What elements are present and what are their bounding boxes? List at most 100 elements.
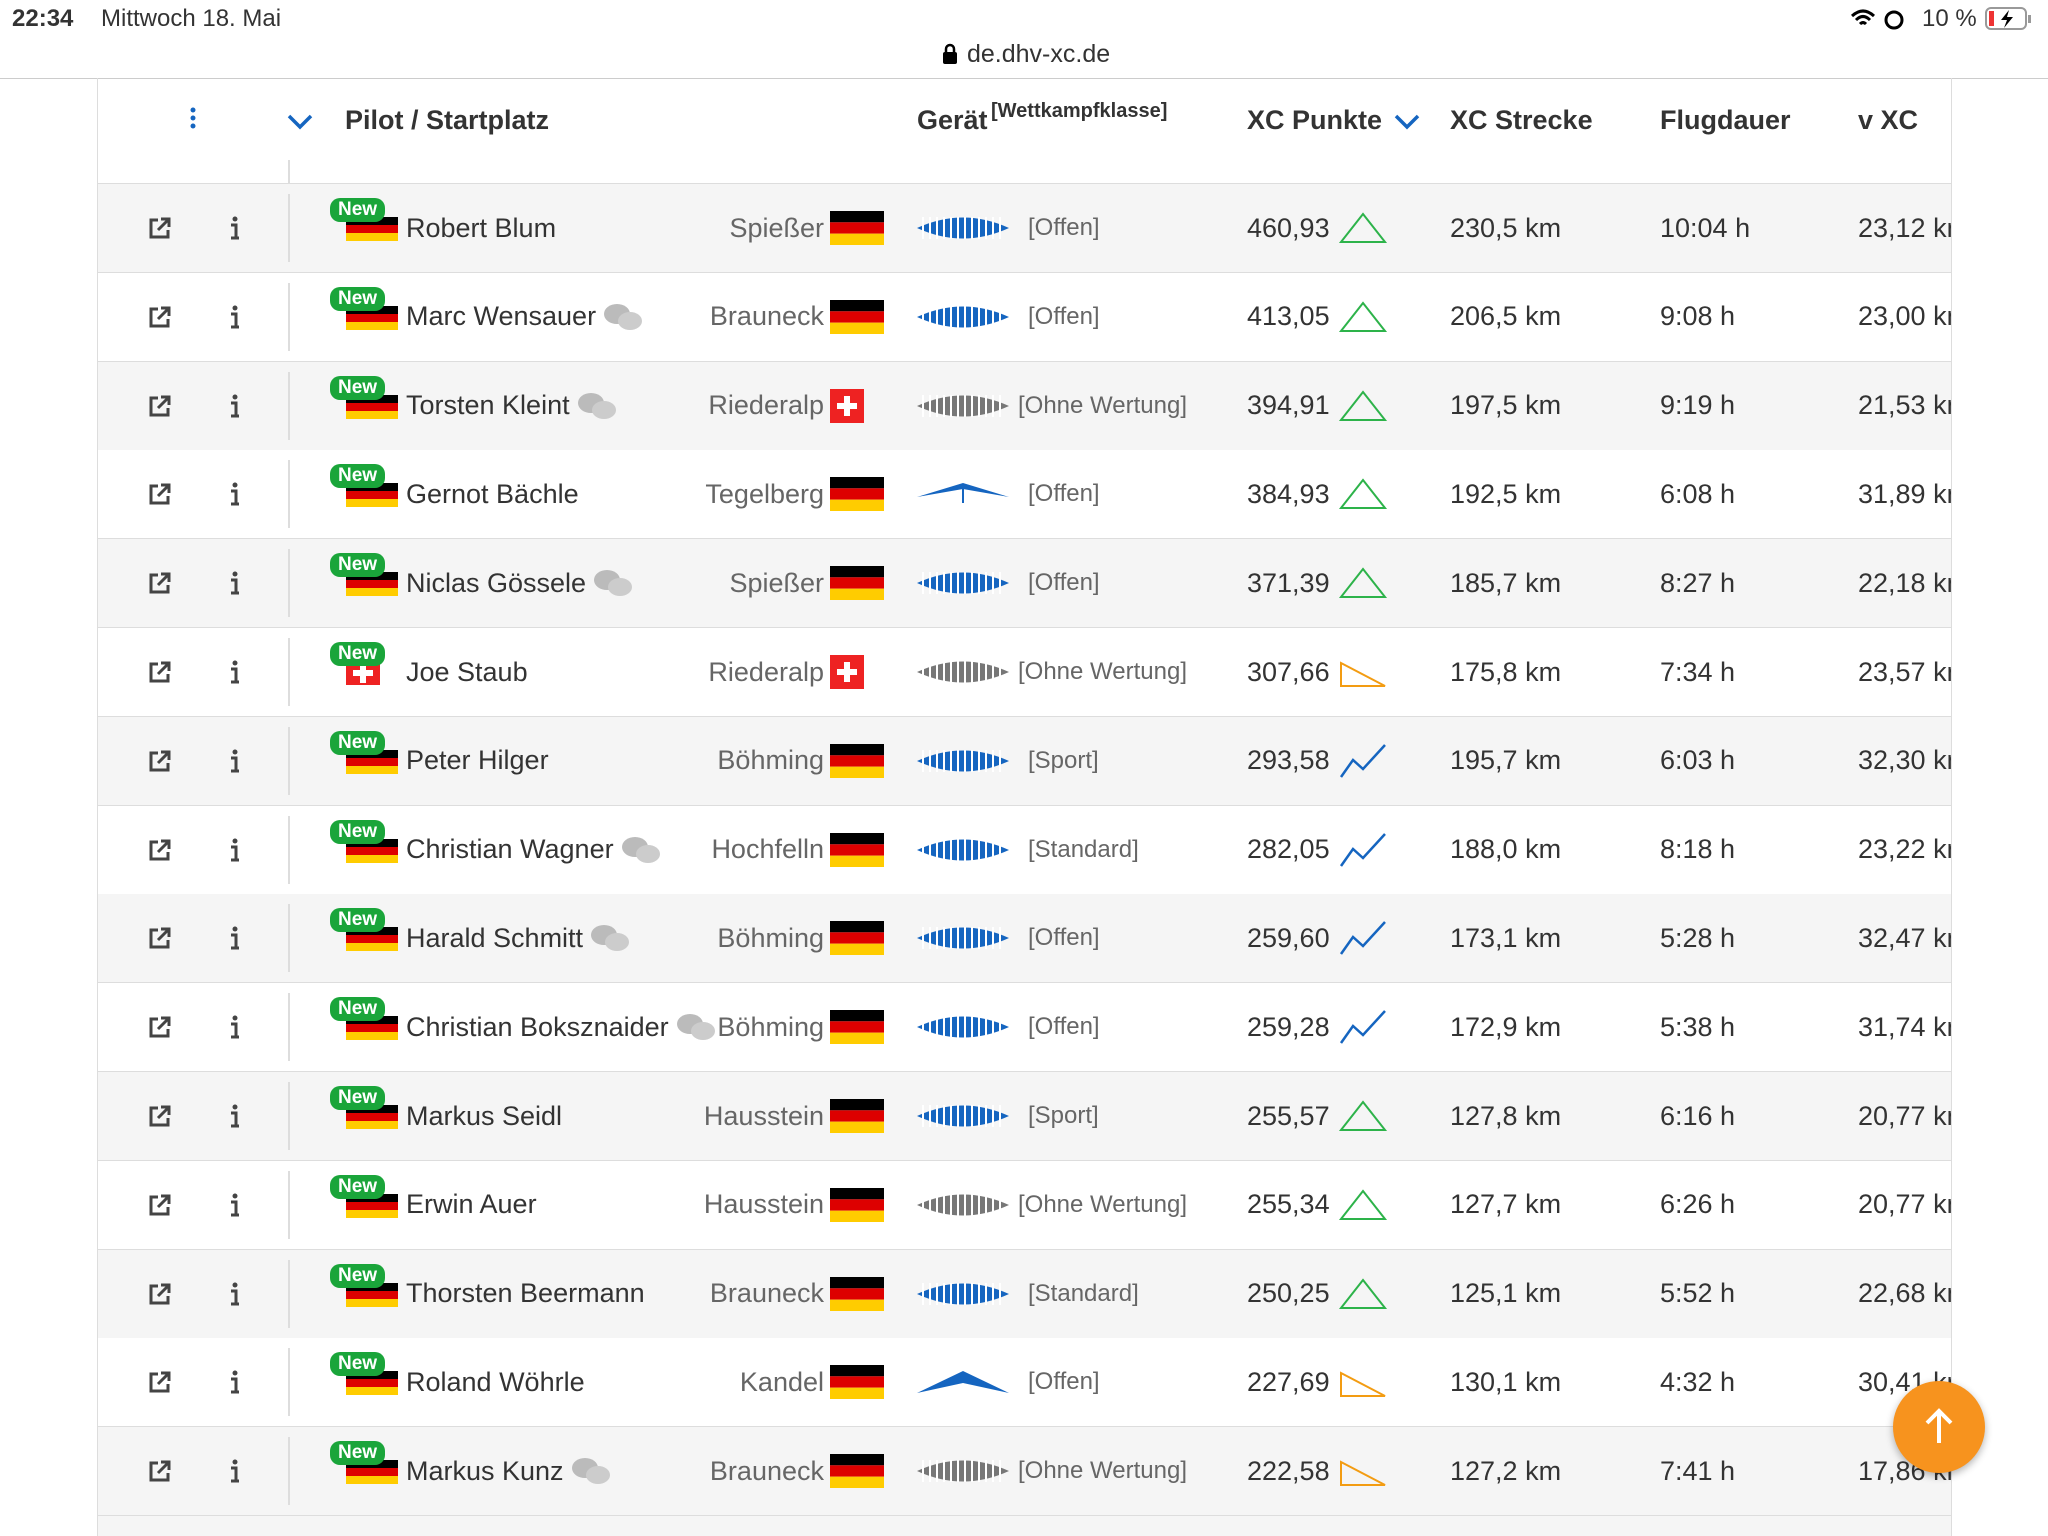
icon-part xyxy=(231,1289,239,1306)
pilot-name[interactable]: Gernot Bächle xyxy=(406,478,579,509)
icon-part xyxy=(1850,9,1876,26)
pilot-name[interactable]: Markus Seidl xyxy=(406,1100,563,1131)
icon-part xyxy=(346,1387,398,1396)
flag xyxy=(830,717,884,805)
table-row[interactable]: New Torsten Kleint Riederalp [Ohne Wertung]… xyxy=(98,361,1951,451)
flag-de xyxy=(830,1187,884,1222)
divider xyxy=(288,1437,290,1506)
start-site: Hochfelln xyxy=(711,834,824,865)
icon-part xyxy=(830,1454,884,1466)
pilot-name[interactable]: Niclas Gössele xyxy=(406,567,587,598)
external-link-icon xyxy=(146,1161,174,1249)
icon-part xyxy=(346,321,398,330)
table-row[interactable]: New Harald Schmitt Böhming [Offen] 259,60 173… xyxy=(98,894,1951,984)
flat-triangle-icon xyxy=(1340,1460,1386,1487)
header-distance[interactable]: XC Strecke xyxy=(1450,105,1593,135)
table-row[interactable]: New Markus Seidl Hausstein [Sport] 255,57 127… xyxy=(98,1072,1951,1161)
divider xyxy=(288,460,290,529)
icon-part xyxy=(1340,661,1386,687)
battery-icon xyxy=(1985,7,2031,30)
pilot-name[interactable]: Christian Boksznaider xyxy=(406,1011,669,1042)
info xyxy=(231,305,239,329)
device-class: [Ohne Wertung] xyxy=(1018,1457,1187,1485)
pilot-name[interactable]: Torsten Kleint xyxy=(406,390,570,421)
new-badge: New xyxy=(330,375,386,400)
pilot-cell: Peter Hilger xyxy=(406,717,549,805)
icon-part xyxy=(346,402,398,411)
pilot-name[interactable]: Joe Staub xyxy=(406,656,528,687)
icon-part xyxy=(232,1015,238,1021)
scroll-top-button[interactable] xyxy=(1893,1381,1985,1473)
icon-part xyxy=(190,123,196,129)
header-speed[interactable]: v XC xyxy=(1858,105,1919,135)
pilot-name[interactable]: Erwin Auer xyxy=(406,1189,537,1220)
icon-part xyxy=(837,669,857,675)
flag xyxy=(830,1338,884,1426)
header-class: [Wettkampfklasse] xyxy=(991,100,1168,122)
table-row[interactable]: New Christian Wagner Hochfelln [Standard] 28… xyxy=(98,805,1951,895)
icon-part xyxy=(232,1104,238,1110)
pilot-cell: Thorsten Beermann xyxy=(406,1250,645,1338)
header-points[interactable]: XC Punkte xyxy=(1247,105,1383,135)
speed: 23,12 km xyxy=(1858,212,1951,243)
icon-part xyxy=(232,394,238,400)
start-site: Kandel xyxy=(739,1366,824,1397)
pilot-name[interactable]: Peter Hilger xyxy=(406,745,549,776)
arrow-up-icon xyxy=(1925,1408,1953,1443)
table-row[interactable]: New Peter Hilger Böhming [Sport] 293,58 195,7… xyxy=(98,716,1951,806)
expand-icon[interactable] xyxy=(286,112,314,132)
icon-part xyxy=(830,1021,884,1033)
pilot-name[interactable]: Christian Wagner xyxy=(406,834,614,865)
header-pilot[interactable]: Pilot / Startplatz xyxy=(345,105,550,135)
external-link xyxy=(149,661,171,683)
points: 255,57 xyxy=(1247,1100,1330,1131)
table-row[interactable]: New Marc Wensauer Brauneck [Offen] 413,05 206… xyxy=(98,272,1951,362)
duration: 6:03 h xyxy=(1660,745,1736,776)
device-class: [Offen] xyxy=(1028,214,1100,241)
table-row[interactable]: New Robert Blum Spießer [Offen] 460,93 230,5 … xyxy=(98,184,1951,273)
icon-part xyxy=(1340,1460,1386,1487)
info xyxy=(231,482,239,506)
icon-part xyxy=(830,1121,884,1133)
table-row[interactable]: New Joe Staub Riederalp [Ohne Wertung] 307,6… xyxy=(98,628,1951,717)
distance: 195,7 km xyxy=(1450,745,1562,776)
icon-part xyxy=(149,839,171,861)
pilot-name[interactable]: Thorsten Beermann xyxy=(406,1278,645,1309)
info-icon xyxy=(228,184,242,272)
start-site: Hausstein xyxy=(703,1189,824,1220)
new-badge: New xyxy=(330,1352,386,1377)
table-row[interactable]: New Niclas Gössele Spießer [Offen] 371,39 185… xyxy=(98,539,1951,629)
glider xyxy=(915,362,1011,450)
divider xyxy=(288,638,290,706)
device-class: [Ohne Wertung] xyxy=(1018,658,1187,685)
distance: 130,1 km xyxy=(1450,1366,1562,1397)
header-duration[interactable]: Flugdauer xyxy=(1660,105,1791,135)
flag-de xyxy=(830,832,884,867)
pilot-name[interactable]: Markus Kunz xyxy=(406,1455,564,1486)
icon-part xyxy=(830,1287,884,1300)
glider xyxy=(915,717,1011,805)
table-row[interactable]: New Erwin Auer Hausstein [Ohne Wertung] 255,… xyxy=(98,1160,1951,1250)
table-row[interactable]: New Markus Kunz Brauneck [Ohne Wertung] 222,… xyxy=(98,1427,1951,1517)
table-row[interactable]: New Roland Wöhrle Kandel [Offen] 227,69 130,1… xyxy=(98,1338,1951,1428)
table-row[interactable]: New Gernot Bächle Tegelberg [Offen] 384,93 19… xyxy=(98,450,1951,540)
icon-part xyxy=(232,571,238,577)
pilot-name[interactable]: Harald Schmitt xyxy=(406,922,584,953)
url[interactable]: de.dhv-xc.de xyxy=(967,40,1111,68)
icon-part xyxy=(830,233,884,245)
pilot-name[interactable]: Roland Wöhrle xyxy=(406,1366,585,1397)
table-row[interactable]: New Christian Boksznaider Böhming [Offen] 25… xyxy=(98,983,1951,1073)
external-link-icon xyxy=(146,1338,174,1426)
menu-icon[interactable] xyxy=(188,106,198,132)
pilot-name[interactable]: Marc Wensauer xyxy=(406,301,597,332)
table-row[interactable]: New Thorsten Beermann Brauneck [Standard] 25… xyxy=(98,1249,1951,1339)
icon-part xyxy=(830,299,884,312)
hang-glider-icon xyxy=(917,483,1009,504)
icon-part xyxy=(346,1024,398,1033)
header-device[interactable]: Gerät xyxy=(917,105,988,135)
sort-icon[interactable] xyxy=(1393,112,1421,132)
device-class: [Offen] xyxy=(1028,1368,1100,1396)
pilot-cell: Markus Kunz xyxy=(406,1427,614,1515)
icon-part xyxy=(149,1105,171,1127)
pilot-name[interactable]: Robert Blum xyxy=(406,212,557,243)
